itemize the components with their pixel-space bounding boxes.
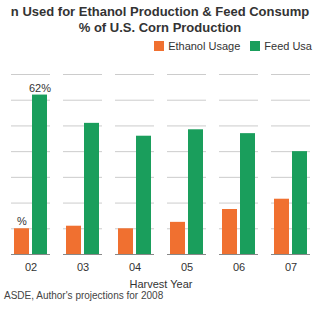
svg-text:02: 02	[25, 261, 37, 273]
svg-text:07: 07	[285, 261, 297, 273]
html-text:Feed Usa: Feed Usa	[264, 40, 312, 52]
svg-text:%: %	[17, 215, 27, 227]
svg-text:62%: 62%	[29, 82, 51, 94]
svg-text:05: 05	[181, 261, 193, 273]
svg-text:04: 04	[129, 261, 141, 273]
html-text:ASDE, Author's projections for: ASDE, Author's projections for 2008	[4, 290, 164, 301]
html-text:Ethanol Usage: Ethanol Usage	[168, 40, 241, 52]
svg-text:Harvest Year: Harvest Year	[130, 278, 193, 290]
html-text:n Used for Ethanol Production: n Used for Ethanol Production & Feed Con…	[10, 4, 310, 19]
html-text:% of U.S. Corn Production: % of U.S. Corn Production	[78, 20, 242, 35]
svg-text:06: 06	[233, 261, 245, 273]
svg-text:03: 03	[77, 261, 89, 273]
